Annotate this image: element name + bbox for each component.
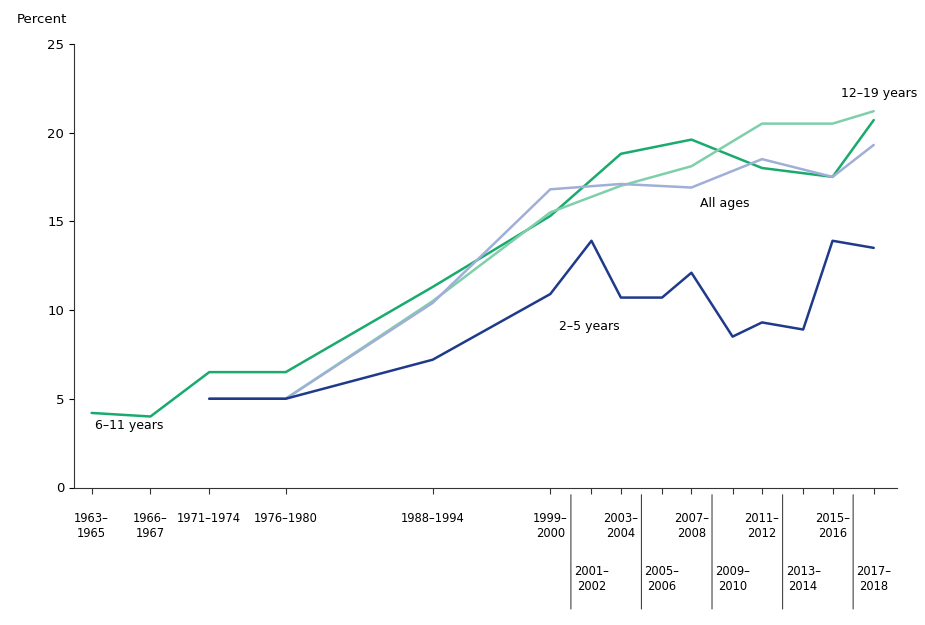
- Text: 2015–
2016: 2015– 2016: [815, 512, 850, 540]
- Text: 2009–
2010: 2009– 2010: [715, 565, 750, 593]
- Text: 12–19 years: 12–19 years: [842, 87, 918, 100]
- Text: 1971–1974: 1971–1974: [178, 512, 241, 525]
- Text: 1963–
1965: 1963– 1965: [74, 512, 109, 540]
- Text: 2013–
2014: 2013– 2014: [785, 565, 820, 593]
- Text: Percent: Percent: [17, 13, 67, 26]
- Text: 6–11 years: 6–11 years: [94, 419, 163, 432]
- Text: 1966–
1967: 1966– 1967: [133, 512, 167, 540]
- Text: 2–5 years: 2–5 years: [559, 319, 620, 332]
- Text: 2003–
2004: 2003– 2004: [603, 512, 638, 540]
- Text: 2001–
2002: 2001– 2002: [574, 565, 609, 593]
- Text: 2007–
2008: 2007– 2008: [674, 512, 709, 540]
- Text: 2017–
2018: 2017– 2018: [857, 565, 891, 593]
- Text: 1999–
2000: 1999– 2000: [533, 512, 568, 540]
- Text: All ages: All ages: [700, 197, 750, 210]
- Text: 1988–1994: 1988–1994: [401, 512, 464, 525]
- Text: 1976–1980: 1976–1980: [253, 512, 317, 525]
- Text: 2011–
2012: 2011– 2012: [745, 512, 780, 540]
- Text: 2005–
2006: 2005– 2006: [645, 565, 680, 593]
